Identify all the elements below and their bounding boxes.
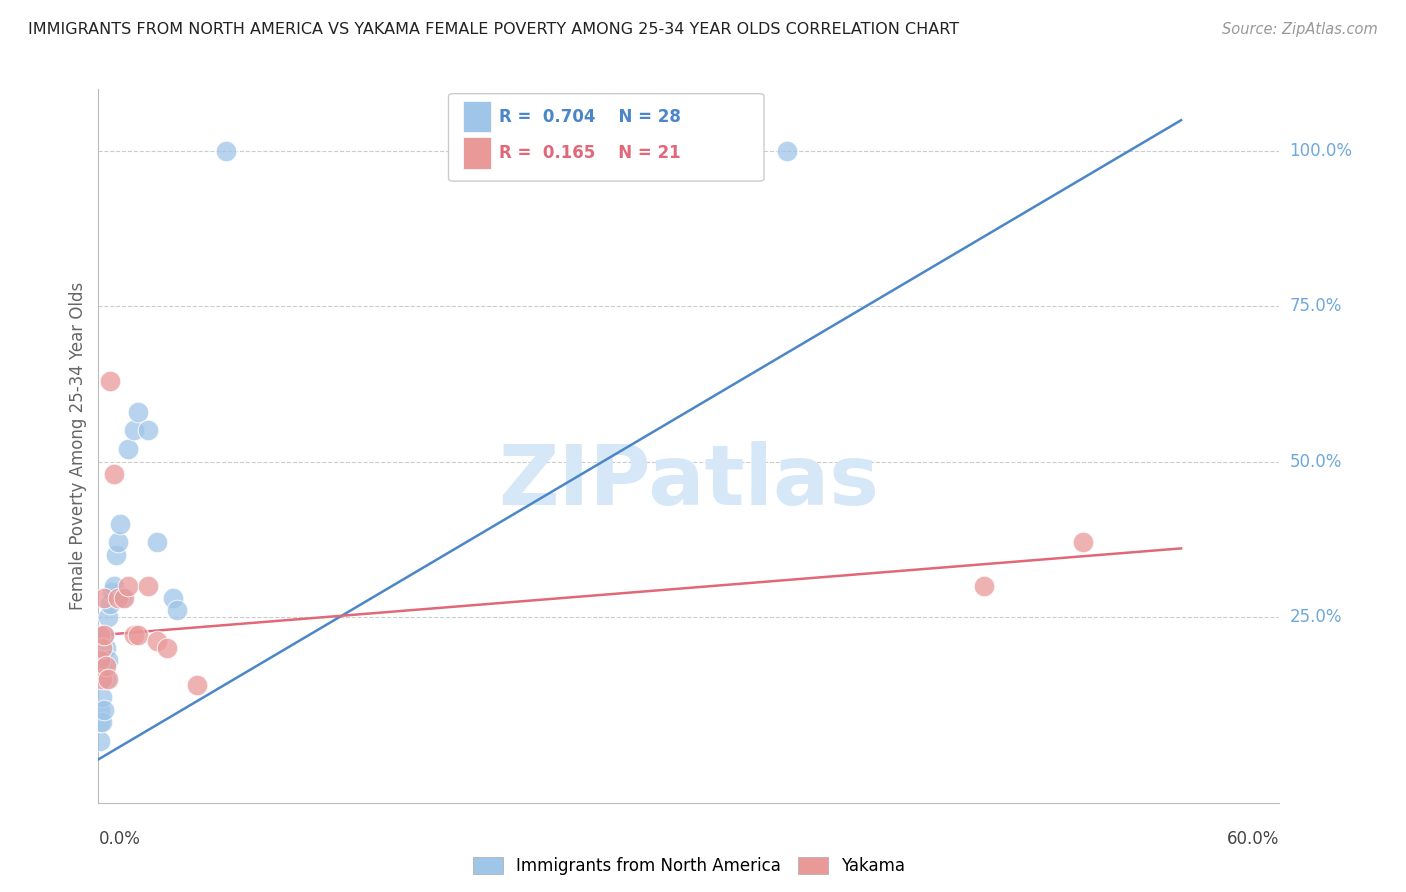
Point <box>186 678 208 692</box>
Point <box>117 442 139 456</box>
Point <box>93 591 115 605</box>
Point <box>166 603 188 617</box>
Text: ZIPatlas: ZIPatlas <box>499 442 879 522</box>
Point <box>91 640 114 655</box>
Point <box>97 653 120 667</box>
Legend: Immigrants from North America, Yakama: Immigrants from North America, Yakama <box>468 852 910 880</box>
Point <box>98 374 121 388</box>
Point <box>973 579 995 593</box>
Point <box>98 597 121 611</box>
Point <box>91 715 114 730</box>
Y-axis label: Female Poverty Among 25-34 Year Olds: Female Poverty Among 25-34 Year Olds <box>69 282 87 610</box>
Point <box>91 672 114 686</box>
Text: R =  0.165    N = 21: R = 0.165 N = 21 <box>499 144 681 162</box>
Point <box>105 548 128 562</box>
Point <box>127 405 149 419</box>
Point <box>93 628 115 642</box>
Point <box>91 659 114 673</box>
Point <box>146 634 169 648</box>
Point <box>215 145 238 159</box>
Point <box>89 715 111 730</box>
Point <box>93 628 115 642</box>
Text: IMMIGRANTS FROM NORTH AMERICA VS YAKAMA FEMALE POVERTY AMONG 25-34 YEAR OLDS COR: IMMIGRANTS FROM NORTH AMERICA VS YAKAMA … <box>28 22 959 37</box>
Point <box>111 591 134 605</box>
Text: 0.0%: 0.0% <box>98 830 141 847</box>
Point <box>122 424 145 438</box>
Point <box>117 579 139 593</box>
Point <box>89 703 111 717</box>
Point <box>103 467 125 481</box>
Point <box>127 628 149 642</box>
Point <box>96 659 118 673</box>
Point <box>96 672 118 686</box>
Point <box>136 424 159 438</box>
Text: 75.0%: 75.0% <box>1289 297 1341 316</box>
Point <box>107 591 129 605</box>
Point <box>101 584 124 599</box>
Point <box>776 145 799 159</box>
Point <box>112 591 135 605</box>
Point <box>91 690 114 705</box>
Point <box>93 703 115 717</box>
Point <box>108 516 131 531</box>
Point <box>162 591 184 605</box>
Text: 100.0%: 100.0% <box>1289 142 1353 161</box>
Text: 60.0%: 60.0% <box>1227 830 1279 847</box>
Point <box>1071 535 1094 549</box>
Text: 25.0%: 25.0% <box>1289 607 1341 625</box>
Text: Source: ZipAtlas.com: Source: ZipAtlas.com <box>1222 22 1378 37</box>
Point <box>97 672 120 686</box>
Point <box>89 653 111 667</box>
Point <box>122 628 145 642</box>
Point <box>89 733 111 747</box>
Point <box>96 640 118 655</box>
Text: R =  0.704    N = 28: R = 0.704 N = 28 <box>499 108 681 126</box>
Point <box>156 640 179 655</box>
Point <box>97 609 120 624</box>
Point <box>146 535 169 549</box>
Point <box>89 628 111 642</box>
Point <box>136 579 159 593</box>
Point <box>107 535 129 549</box>
Point <box>103 579 125 593</box>
Text: 50.0%: 50.0% <box>1289 452 1341 470</box>
